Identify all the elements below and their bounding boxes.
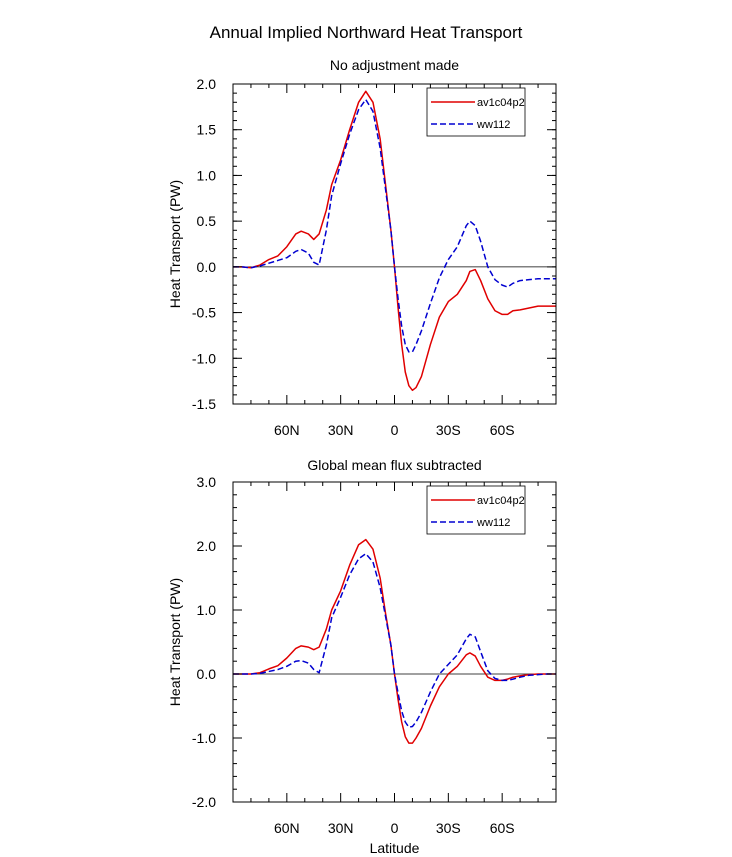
y-tick-label: -1.5 xyxy=(192,396,216,412)
y-tick-label: 0.0 xyxy=(197,259,217,275)
x-tick-label: 30N xyxy=(328,820,354,836)
y-tick-label: -0.5 xyxy=(192,305,216,321)
series-line-ww112 xyxy=(233,98,556,353)
y-tick-label: -2.0 xyxy=(192,794,216,810)
legend-box xyxy=(426,87,526,137)
x-tick-label: 30S xyxy=(436,820,461,836)
x-tick-label: 60S xyxy=(490,820,515,836)
x-tick-label: 30N xyxy=(328,422,354,438)
x-tick-label: 0 xyxy=(391,422,399,438)
legend-label-ww112: ww112 xyxy=(476,119,510,131)
y-tick-label: 0.0 xyxy=(197,666,217,682)
legend-label-ww112: ww112 xyxy=(476,517,510,529)
panel-title: No adjustment made xyxy=(330,57,459,73)
panel-global-mean-subtracted: Global mean flux subtracted 60N 30N 0 30S 60S… xyxy=(167,457,557,856)
y-tick-label: 1.0 xyxy=(197,167,217,183)
panel-no-adjustment: No adjustment made 60N 30N 0 30S 60S -1.5 -1.0 -… xyxy=(167,57,557,438)
legend: av1c04p2 ww112 xyxy=(426,87,526,137)
x-tick-label: 60N xyxy=(274,820,300,836)
y-tick-label: 2.0 xyxy=(197,76,217,92)
x-tick-label: 30S xyxy=(436,422,461,438)
y-tick-label: 1.0 xyxy=(197,602,217,618)
y-tick-label: 1.5 xyxy=(197,122,217,138)
legend-box xyxy=(426,485,526,535)
panel-title: Global mean flux subtracted xyxy=(307,457,481,473)
x-axis-label: Latitude xyxy=(370,840,420,856)
series-line-ww112 xyxy=(233,552,556,728)
x-tick-label: 0 xyxy=(391,820,399,836)
x-tick-label: 60N xyxy=(274,422,300,438)
legend: av1c04p2 ww112 xyxy=(426,485,526,535)
y-axis-label: Heat Transport (PW) xyxy=(167,180,183,308)
x-tick-label: 60S xyxy=(490,422,515,438)
series-line-av1c04p2 xyxy=(233,538,556,744)
legend-label-av1c04p2: av1c04p2 xyxy=(477,495,525,507)
legend-label-av1c04p2: av1c04p2 xyxy=(477,97,525,109)
y-tick-label: 0.5 xyxy=(197,213,217,229)
figure-title: Annual Implied Northward Heat Transport xyxy=(210,23,523,42)
series-line-av1c04p2 xyxy=(233,90,556,392)
y-tick-label: 2.0 xyxy=(197,538,217,554)
y-tick-label: -1.0 xyxy=(192,730,216,746)
y-tick-label: -1.0 xyxy=(192,350,216,366)
y-axis-label: Heat Transport (PW) xyxy=(167,578,183,706)
y-tick-label: 3.0 xyxy=(197,474,217,490)
